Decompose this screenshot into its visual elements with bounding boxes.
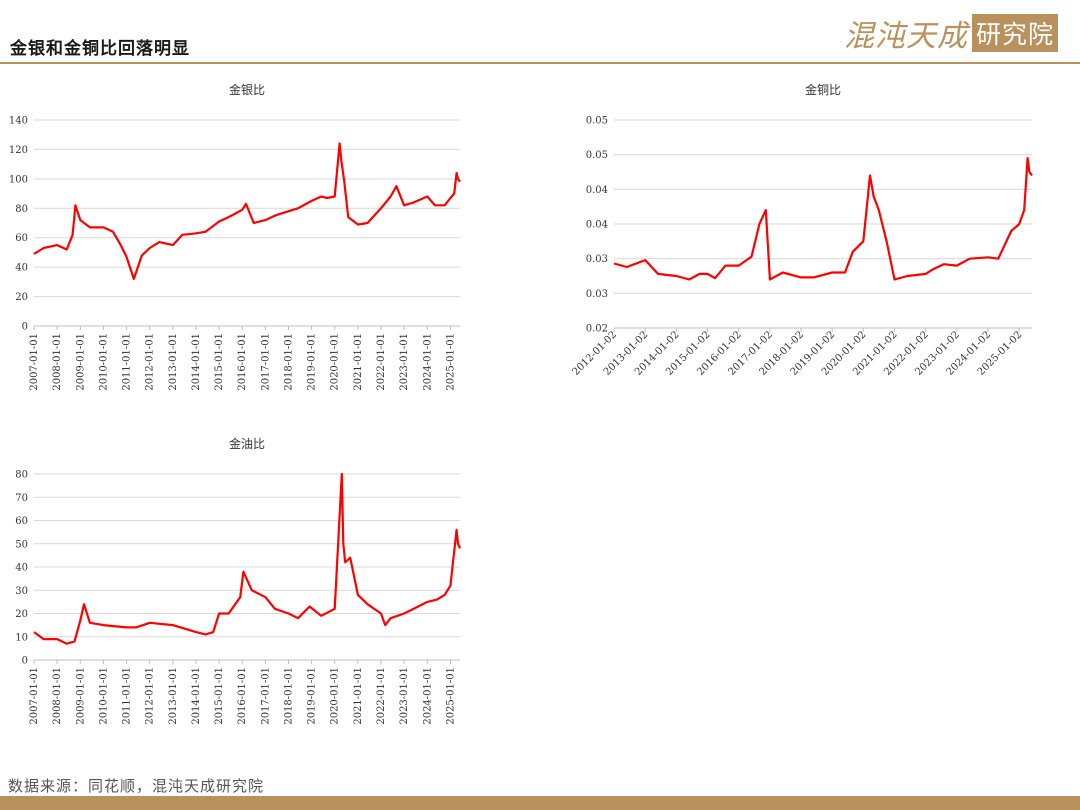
gold-silver-x-tick-label: 2017-01-01 bbox=[260, 333, 271, 391]
gold-oil-x-tick-label: 2009-01-01 bbox=[75, 667, 86, 725]
gold-silver-x-tick-label: 2015-01-01 bbox=[214, 333, 225, 391]
gold-oil-y-tick-label: 30 bbox=[15, 586, 28, 597]
gold-silver-x-tick-label: 2023-01-01 bbox=[399, 333, 410, 391]
gold-oil-y-tick-label: 60 bbox=[15, 516, 28, 527]
gold-copper-chart: 金铜比 0.02 0.03 0.03 0.04 0.04 0.05 0.05 2012-01-0… bbox=[560, 72, 1060, 402]
footer-bar bbox=[0, 796, 1080, 810]
gold-copper-y-tick-label: 0.05 bbox=[586, 116, 608, 127]
gold-copper-y-tick-label: 0.04 bbox=[586, 185, 608, 196]
gold-copper-chart-svg: 金铜比0.020.030.030.040.040.050.052012-01-0… bbox=[571, 82, 1033, 378]
gold-oil-x-tick-label: 2021-01-01 bbox=[353, 667, 364, 725]
gold-oil-x-tick-label: 2011-01-01 bbox=[122, 667, 133, 725]
gold-silver-series-line bbox=[33, 142, 461, 280]
gold-oil-x-tick-label: 2023-01-01 bbox=[399, 667, 410, 725]
gold-silver-x-tick-label: 2007-01-01 bbox=[29, 333, 40, 391]
gold-silver-x-tick-label: 2021-01-01 bbox=[353, 333, 364, 391]
gold-oil-x-tick-label: 2018-01-01 bbox=[283, 667, 294, 725]
gold-copper-y-tick-label: 0.05 bbox=[586, 150, 608, 161]
gold-oil-y-tick-label: 40 bbox=[15, 563, 28, 574]
gold-oil-series-line bbox=[33, 472, 462, 645]
brand-logo-box: 研究院 bbox=[972, 14, 1059, 52]
gold-oil-y-tick-label: 50 bbox=[15, 539, 28, 550]
gold-silver-x-tick-label: 2008-01-01 bbox=[52, 333, 63, 391]
gold-oil-x-tick-label: 2008-01-01 bbox=[52, 667, 63, 725]
gold-silver-y-tick-label: 0 bbox=[22, 322, 28, 333]
gold-silver-y-tick-label: 40 bbox=[15, 263, 28, 274]
gold-silver-chart: 金银比 0 20 40 60 80 100 120 140 2007-01-01 2008-01-0… bbox=[0, 72, 480, 402]
gold-silver-x-tick-label: 2016-01-01 bbox=[237, 333, 248, 391]
gold-oil-x-tick-label: 2016-01-01 bbox=[237, 667, 248, 725]
gold-silver-x-tick-label: 2022-01-01 bbox=[376, 333, 387, 391]
gold-copper-series-line bbox=[613, 157, 1033, 281]
gold-copper-y-tick-label: 0.03 bbox=[586, 254, 608, 265]
gold-oil-chart-svg: 金油比 0 10 20 30 40 50 60 70 80 2007-01-01 2008-01-01… bbox=[15, 436, 462, 725]
gold-oil-title: 金油比 bbox=[229, 436, 265, 451]
gold-oil-x-tick-label: 2013-01-01 bbox=[168, 667, 179, 725]
gold-silver-x-tick-label: 2018-01-01 bbox=[283, 333, 294, 391]
gold-oil-y-tick-label: 80 bbox=[15, 470, 28, 481]
gold-copper-y-tick-label: 0.02 bbox=[586, 324, 608, 335]
gold-oil-x-tick-label: 2019-01-01 bbox=[307, 667, 318, 725]
gold-silver-x-tick-label: 2014-01-01 bbox=[191, 333, 202, 391]
gold-silver-x-tick-label: 2019-01-01 bbox=[307, 333, 318, 391]
gold-silver-title: 金银比 bbox=[229, 82, 265, 97]
gold-oil-x-tick-label: 2017-01-01 bbox=[260, 667, 271, 725]
gold-oil-y-tick-label: 70 bbox=[15, 493, 28, 504]
brand-logo: 混沌天成 研究院 bbox=[844, 14, 1059, 54]
gold-silver-x-tick-label: 2012-01-01 bbox=[145, 333, 156, 391]
gold-oil-x-tick-label: 2025-01-01 bbox=[445, 667, 456, 725]
gold-oil-x-tick-label: 2022-01-01 bbox=[376, 667, 387, 725]
gold-copper-title: 金铜比 bbox=[805, 82, 841, 97]
brand-logo-script: 混沌天成 bbox=[844, 19, 968, 54]
data-source-note: 数据来源：同花顺，混沌天成研究院 bbox=[8, 777, 265, 795]
gold-oil-chart: 金油比 0 10 20 30 40 50 60 70 80 2007-01-01 2008-01-01… bbox=[0, 426, 480, 746]
gold-silver-y-tick-label: 120 bbox=[9, 145, 28, 156]
gold-oil-y-tick-label: 20 bbox=[15, 609, 28, 620]
gold-silver-x-tick-label: 2011-01-01 bbox=[122, 333, 133, 391]
gold-silver-x-tick-label: 2025-01-01 bbox=[445, 333, 456, 391]
gold-silver-y-tick-label: 80 bbox=[15, 204, 28, 215]
gold-silver-x-tick-label: 2010-01-01 bbox=[98, 333, 109, 391]
gold-oil-x-tick-label: 2012-01-01 bbox=[145, 667, 156, 725]
gold-silver-y-tick-label: 60 bbox=[15, 233, 28, 244]
gold-silver-x-tick-label: 2009-01-01 bbox=[75, 333, 86, 391]
gold-oil-x-tick-label: 2007-01-01 bbox=[29, 667, 40, 725]
gold-silver-y-tick-label: 100 bbox=[9, 174, 28, 185]
gold-silver-x-tick-label: 2024-01-01 bbox=[422, 333, 433, 391]
gold-oil-x-tick-label: 2014-01-01 bbox=[191, 667, 202, 725]
gold-oil-y-tick-label: 0 bbox=[22, 656, 28, 667]
gold-silver-chart-svg: 金银比 0 20 40 60 80 100 120 140 2007-01-01 2008-01-0… bbox=[9, 82, 461, 391]
gold-copper-y-tick-label: 0.04 bbox=[586, 220, 608, 231]
header-divider bbox=[0, 62, 1080, 64]
gold-oil-x-tick-label: 2010-01-01 bbox=[98, 667, 109, 725]
gold-oil-x-tick-label: 2020-01-01 bbox=[330, 667, 341, 725]
gold-silver-y-tick-label: 140 bbox=[9, 116, 28, 127]
gold-silver-x-tick-label: 2020-01-01 bbox=[330, 333, 341, 391]
gold-copper-y-tick-label: 0.03 bbox=[586, 289, 608, 300]
gold-oil-y-tick-label: 10 bbox=[15, 632, 28, 643]
gold-oil-x-tick-label: 2015-01-01 bbox=[214, 667, 225, 725]
gold-oil-x-tick-label: 2024-01-01 bbox=[422, 667, 433, 725]
gold-silver-y-tick-label: 20 bbox=[15, 292, 28, 303]
gold-silver-x-tick-label: 2013-01-01 bbox=[168, 333, 179, 391]
page-title: 金银和金铜比回落明显 bbox=[10, 39, 190, 59]
